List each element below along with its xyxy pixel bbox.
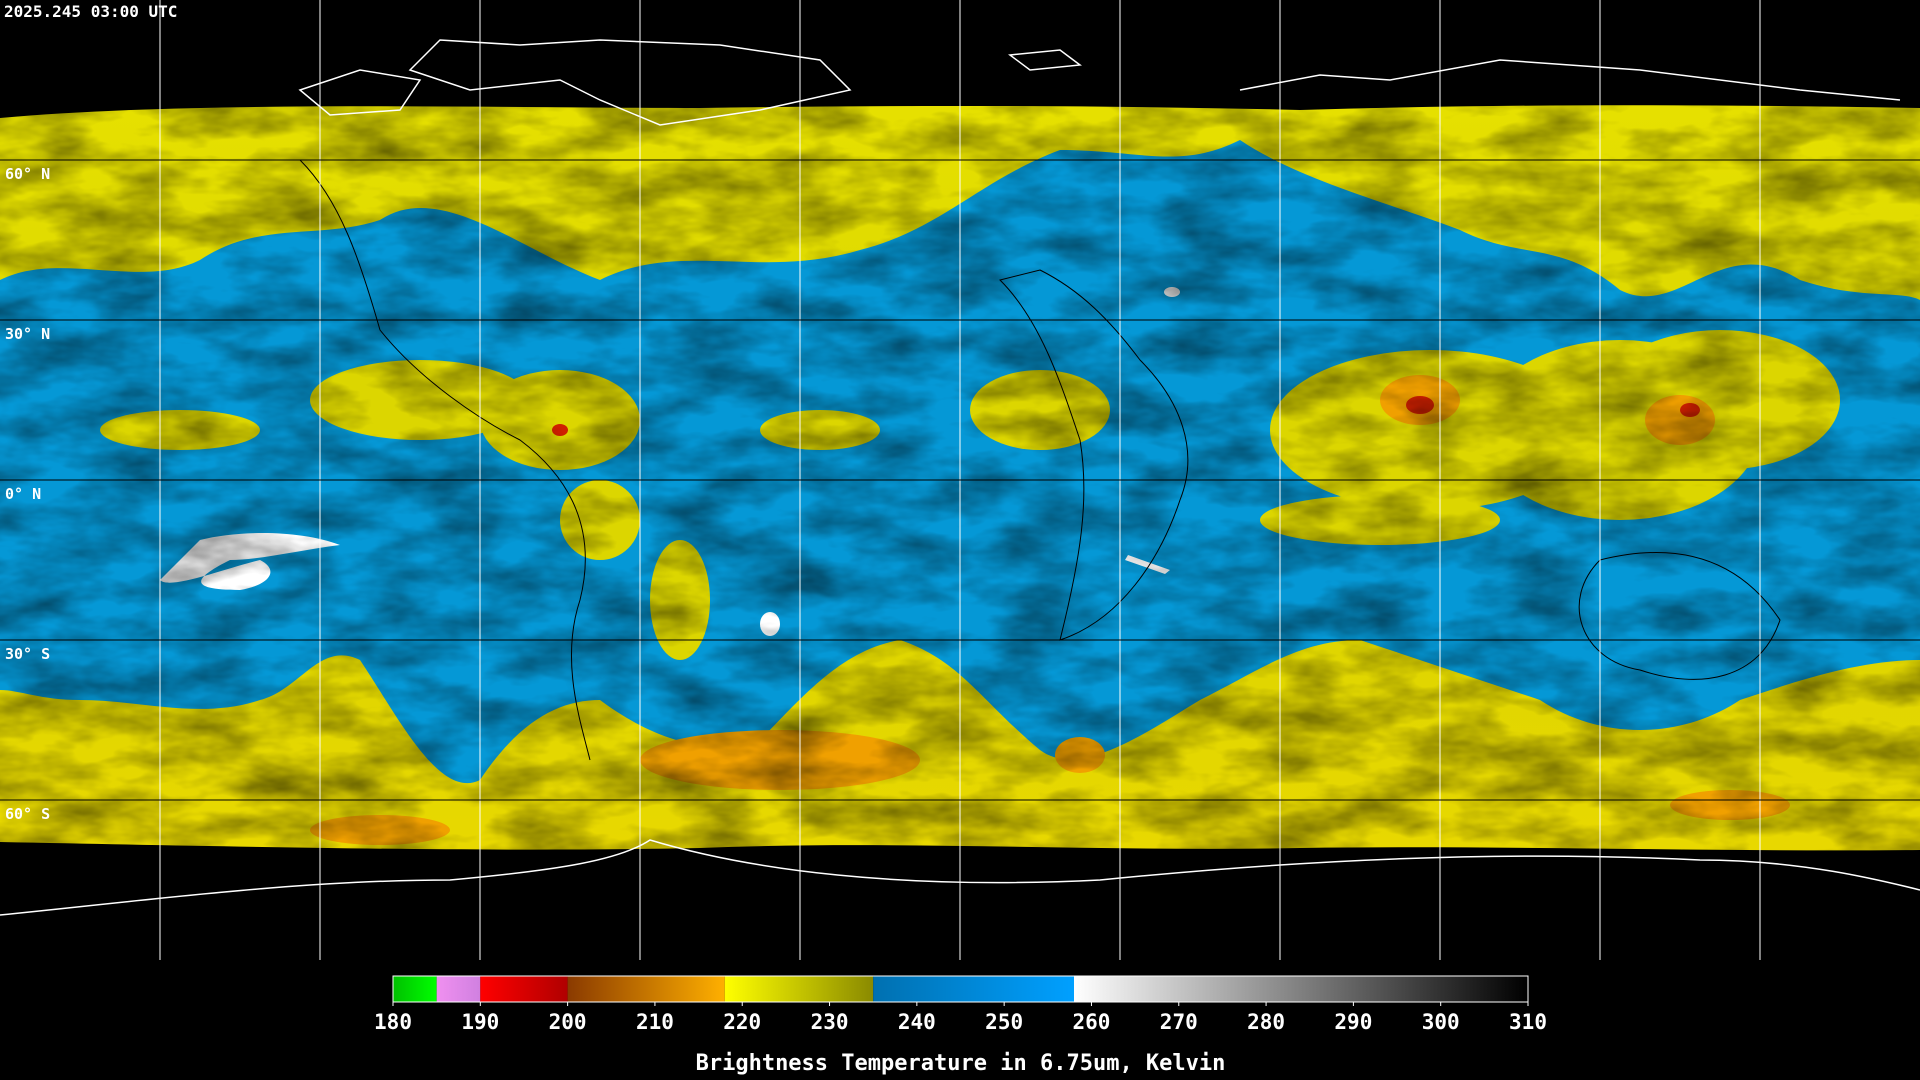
colorbar-segment xyxy=(393,976,437,1002)
colorbar-tick-label: 280 xyxy=(1247,1010,1285,1034)
colorbar-tick-label: 290 xyxy=(1334,1010,1372,1034)
colorbar-segment xyxy=(436,976,481,1002)
colorbar-segment xyxy=(567,976,725,1002)
colorbar-tick-label: 300 xyxy=(1422,1010,1460,1034)
latitude-label: 30° S xyxy=(5,645,50,663)
colorbar-frame xyxy=(392,975,1529,1003)
colorbar-tick-label: 220 xyxy=(723,1010,761,1034)
latitude-label: 60° N xyxy=(5,165,50,183)
colorbar-tick-label: 210 xyxy=(636,1010,674,1034)
latitude-label: 60° S xyxy=(5,805,50,823)
coastline xyxy=(299,159,1781,761)
colorbar-segment xyxy=(873,976,1074,1002)
latitude-label: 0° N xyxy=(5,485,41,503)
colorbar-tick-label: 200 xyxy=(549,1010,587,1034)
colorbar-tick-label: 260 xyxy=(1072,1010,1110,1034)
colorbar: 180 190 200 210 220 230 240 250 260 270 280 290 300 3… xyxy=(374,975,1547,1076)
colorbar-tick-label: 230 xyxy=(811,1010,849,1034)
colorbar-tick-label: 250 xyxy=(985,1010,1023,1034)
colorbar-segment xyxy=(724,976,874,1002)
colorbar-tick-label: 190 xyxy=(461,1010,499,1034)
colorbar-tick-label: 180 xyxy=(374,1010,412,1034)
graticule: 60° N 30° N 0° N 30° S 60° S xyxy=(5,0,1761,960)
polar-coastline xyxy=(0,39,1920,916)
timestamp: 2025.245 03:00 UTC xyxy=(4,2,177,21)
colorbar-label: Brightness Temperature in 6.75um, Kelvin xyxy=(696,1051,1226,1076)
colorbar-segment xyxy=(1074,976,1528,1002)
colorbar-tick-label: 310 xyxy=(1509,1010,1547,1034)
colorbar-segment xyxy=(480,976,568,1002)
latitude-label: 30° N xyxy=(5,325,50,343)
colorbar-tick-label: 240 xyxy=(898,1010,936,1034)
colorbar-tick-label: 270 xyxy=(1160,1010,1198,1034)
